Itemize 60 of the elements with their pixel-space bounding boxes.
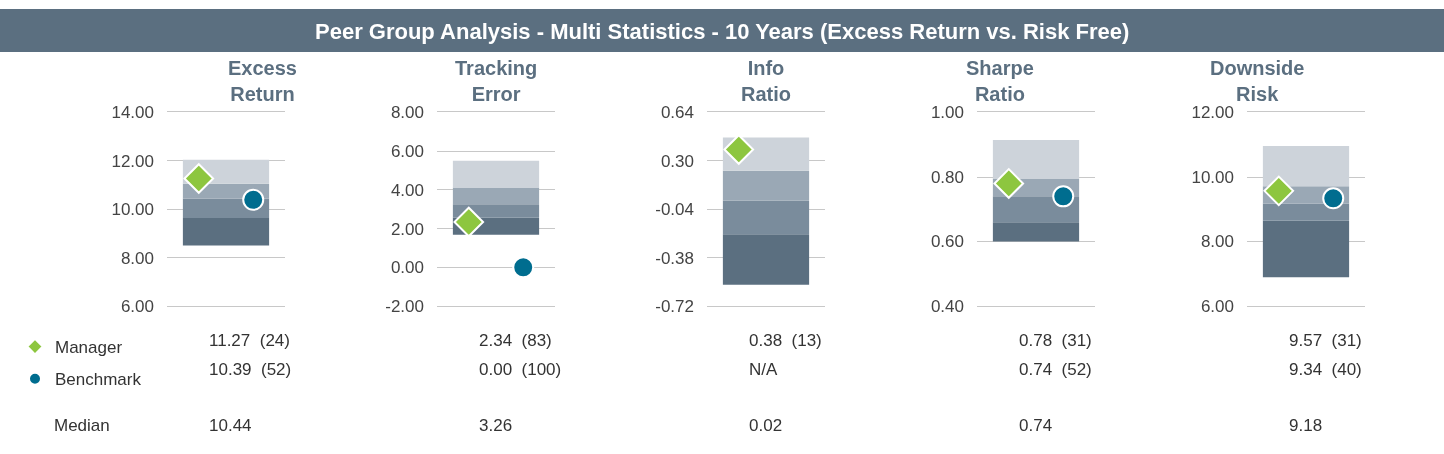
bar [722, 200, 810, 235]
text: 9.18 [1289, 416, 1323, 435]
bar [992, 139, 1080, 179]
text: 10.39 (52) [209, 360, 292, 379]
y-tick-label: 0.40 [930, 296, 964, 316]
bar [1262, 203, 1350, 221]
y-tick-label: 0.60 [930, 232, 964, 252]
text: 0.38 (13) [749, 331, 822, 350]
text: 2.34 (83) [479, 331, 552, 350]
bar [722, 234, 810, 285]
y-tick-label: 12.00 [111, 151, 154, 171]
bar [182, 217, 270, 246]
bar [452, 187, 540, 205]
y-tick-label: 2.00 [390, 219, 424, 239]
y-tick-label: 8.00 [390, 103, 424, 123]
text: 11.27 (24) [209, 331, 290, 350]
text: 0.74 (52) [1019, 360, 1092, 379]
text: N/A [749, 360, 778, 379]
y-tick-label: 10.00 [111, 200, 154, 220]
text: 9.57 (31) [1289, 331, 1362, 350]
text: 0.74 [1019, 416, 1053, 435]
y-tick-label: 6.00 [390, 142, 424, 162]
y-tick-label: -0.38 [655, 248, 694, 268]
bar [1262, 146, 1350, 187]
y-tick-label: 6.00 [1200, 296, 1234, 316]
y-tick-label: 8.00 [1200, 232, 1234, 252]
text: 10.44 [209, 416, 252, 435]
bar [1262, 220, 1350, 278]
y-tick-label: 4.00 [390, 180, 424, 200]
text: 9.34 (40) [1289, 360, 1362, 379]
y-tick-label: 10.00 [1191, 167, 1234, 187]
y-tick-label: -0.72 [655, 296, 694, 316]
y-tick-label: 14.00 [111, 103, 154, 123]
bar [452, 160, 540, 188]
y-tick-label: 12.00 [1191, 103, 1234, 123]
text: Median [54, 416, 110, 435]
chart-title: Excess Return [228, 57, 297, 105]
text: 0.78 (31) [1019, 331, 1092, 350]
y-tick-label: 8.00 [120, 248, 154, 268]
chart-title: Sharpe Ratio [966, 57, 1034, 105]
bar [992, 222, 1080, 242]
text: Peer Group Analysis - Multi Statistics - 10 Years (Excess Return vs. Risk Free) [315, 19, 1130, 44]
y-tick-label: -2.00 [385, 296, 424, 316]
chart-title: Downside Risk [1210, 57, 1305, 105]
text: 0.00 (100) [479, 360, 562, 379]
y-tick-label: 6.00 [120, 296, 154, 316]
legend-label: Benchmark [55, 370, 142, 390]
y-tick-label: 0.80 [930, 167, 964, 187]
y-tick-label: 1.00 [930, 103, 964, 123]
legend-label: Manager [55, 338, 123, 358]
y-tick-label: 0.00 [390, 258, 424, 278]
text: 0.02 [749, 416, 783, 435]
chart-title: Tracking Error [455, 57, 538, 105]
bar [992, 196, 1080, 223]
chart-title: Info Ratio [741, 57, 791, 105]
y-tick-label: -0.04 [655, 200, 694, 220]
text: 3.26 [479, 416, 513, 435]
y-tick-label: 0.64 [660, 103, 694, 123]
bar [722, 170, 810, 201]
y-tick-label: 0.30 [660, 151, 694, 171]
